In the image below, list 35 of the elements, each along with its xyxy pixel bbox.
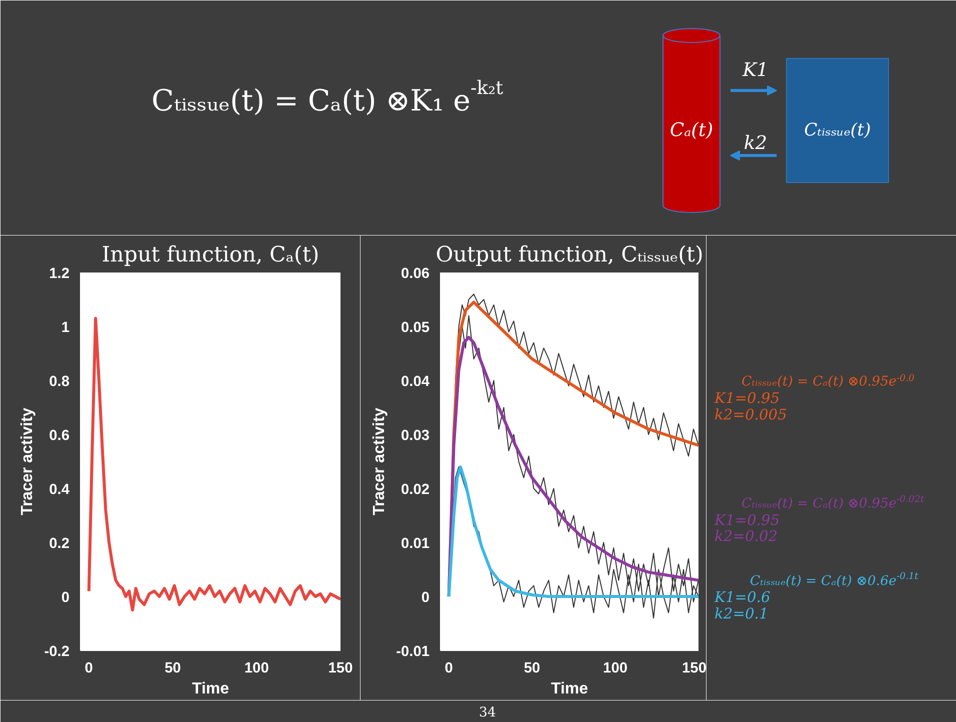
y-tick-label: 0.6 <box>49 428 70 444</box>
y-tick-label: 0.02 <box>400 482 430 498</box>
chart-title: Output function, Cₜᵢₛₛᵤₑ(t) <box>436 242 704 268</box>
chart-title: Input function, Cₐ(t) <box>102 242 320 268</box>
y-tick-label: -0.01 <box>396 644 430 660</box>
y-tick-label: 0.03 <box>400 428 430 444</box>
y-axis-title: Tracer activity <box>19 408 36 516</box>
x-tick-label: 150 <box>682 660 707 676</box>
text: K1 <box>742 60 768 81</box>
y-tick-label: -0.2 <box>44 644 70 660</box>
x-tick-label: 50 <box>164 660 181 676</box>
x-axis-title: Time <box>192 680 230 698</box>
y-tick-label: 0.04 <box>400 374 430 390</box>
x-tick-label: 100 <box>603 660 628 676</box>
y-tick-label: 0 <box>61 590 70 606</box>
x-tick-label: 50 <box>524 660 540 676</box>
y-tick-label: 0.8 <box>49 374 70 390</box>
text: Cₐ(t) <box>670 120 714 141</box>
text: 34 <box>479 706 496 720</box>
y-tick-label: 1 <box>61 320 70 336</box>
y-tick-label: 0.2 <box>49 536 70 552</box>
x-tick-label: 0 <box>84 660 93 676</box>
y-tick-label: 0.05 <box>400 320 430 336</box>
x-axis-title: Time <box>550 680 588 698</box>
y-tick-label: 1.2 <box>49 266 70 282</box>
text: k2 <box>744 133 768 154</box>
y-axis-title: Tracer activity <box>371 408 388 516</box>
x-tick-label: 100 <box>244 660 269 676</box>
text: Cₜᵢₛₛᵤₑ(t) <box>804 120 871 140</box>
y-tick-label: 0.4 <box>49 482 70 498</box>
x-tick-label: 0 <box>444 660 453 676</box>
y-tick-label: 0.06 <box>400 266 430 282</box>
y-tick-label: 0 <box>421 590 430 606</box>
x-tick-label: 150 <box>328 660 353 676</box>
y-tick-label: 0.01 <box>400 536 430 552</box>
